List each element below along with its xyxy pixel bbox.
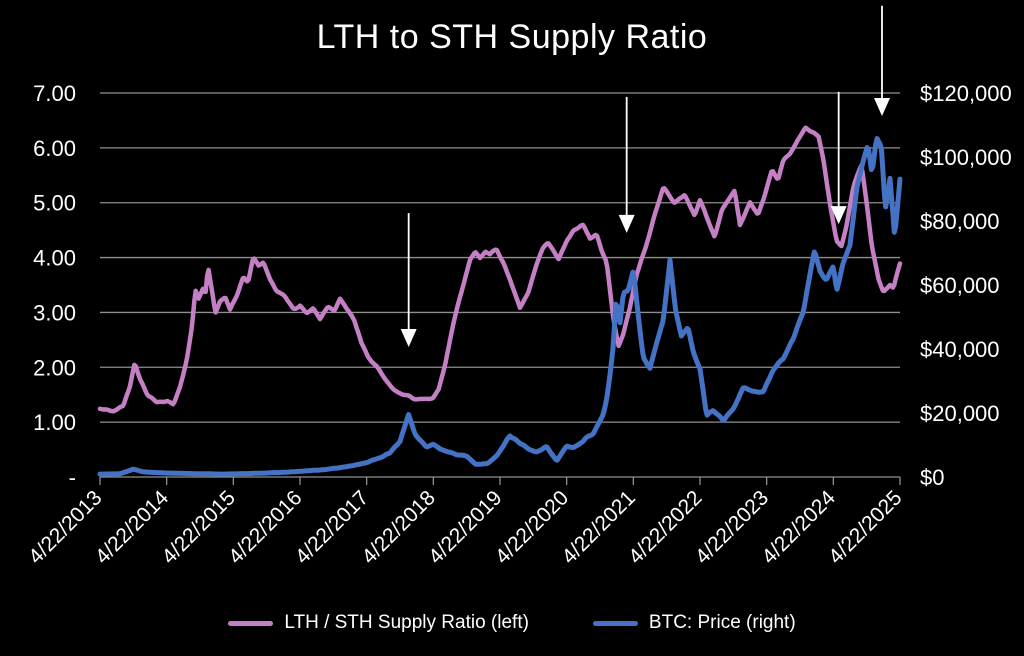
legend: LTH / STH Supply Ratio (left) BTC: Price…	[0, 612, 1024, 634]
legend-item-price: BTC: Price (right)	[592, 612, 796, 634]
svg-text:$0: $0	[920, 465, 944, 490]
svg-text:$60,000: $60,000	[920, 273, 1000, 298]
svg-text:4/22/2025: 4/22/2025	[824, 486, 906, 568]
svg-text:3.00: 3.00	[33, 300, 76, 325]
price-line-series	[97, 136, 903, 477]
annotation-arrows	[400, 5, 890, 347]
ratio-line-swatch	[228, 620, 274, 626]
svg-text:2.00: 2.00	[33, 355, 76, 380]
svg-text:$100,000: $100,000	[920, 145, 1012, 170]
svg-text:4.00: 4.00	[33, 246, 76, 271]
ratio-line-series	[97, 125, 903, 414]
svg-text:7.00: 7.00	[33, 81, 76, 106]
gridlines	[100, 92, 900, 478]
ratio-legend-label: LTH / STH Supply Ratio (left)	[284, 612, 529, 633]
right-axis-labels: $120,000 $100,000 $80,000 $60,000 $40,000 $20…	[920, 81, 1012, 490]
left-axis-labels: 7.00 6.00 5.00 4.00 3.00 2.00 1.00 -	[33, 81, 76, 490]
svg-text:$80,000: $80,000	[920, 209, 1000, 234]
svg-text:6.00: 6.00	[33, 136, 76, 161]
chart-title: LTH to STH Supply Ratio	[316, 18, 708, 56]
price-line-swatch	[592, 620, 638, 626]
x-axis	[99, 477, 901, 485]
x-axis-labels: 4/22/20134/22/20144/22/20154/22/20164/22…	[24, 486, 906, 569]
svg-text:$20,000: $20,000	[920, 401, 1000, 426]
svg-text:1.00: 1.00	[33, 410, 76, 435]
price-legend-label: BTC: Price (right)	[648, 612, 796, 633]
svg-text:$120,000: $120,000	[920, 81, 1012, 106]
svg-text:$40,000: $40,000	[920, 337, 1000, 362]
svg-text:5.00: 5.00	[33, 191, 76, 216]
svg-text:-: -	[69, 465, 76, 490]
legend-item-ratio: LTH / STH Supply Ratio (left)	[228, 612, 529, 634]
